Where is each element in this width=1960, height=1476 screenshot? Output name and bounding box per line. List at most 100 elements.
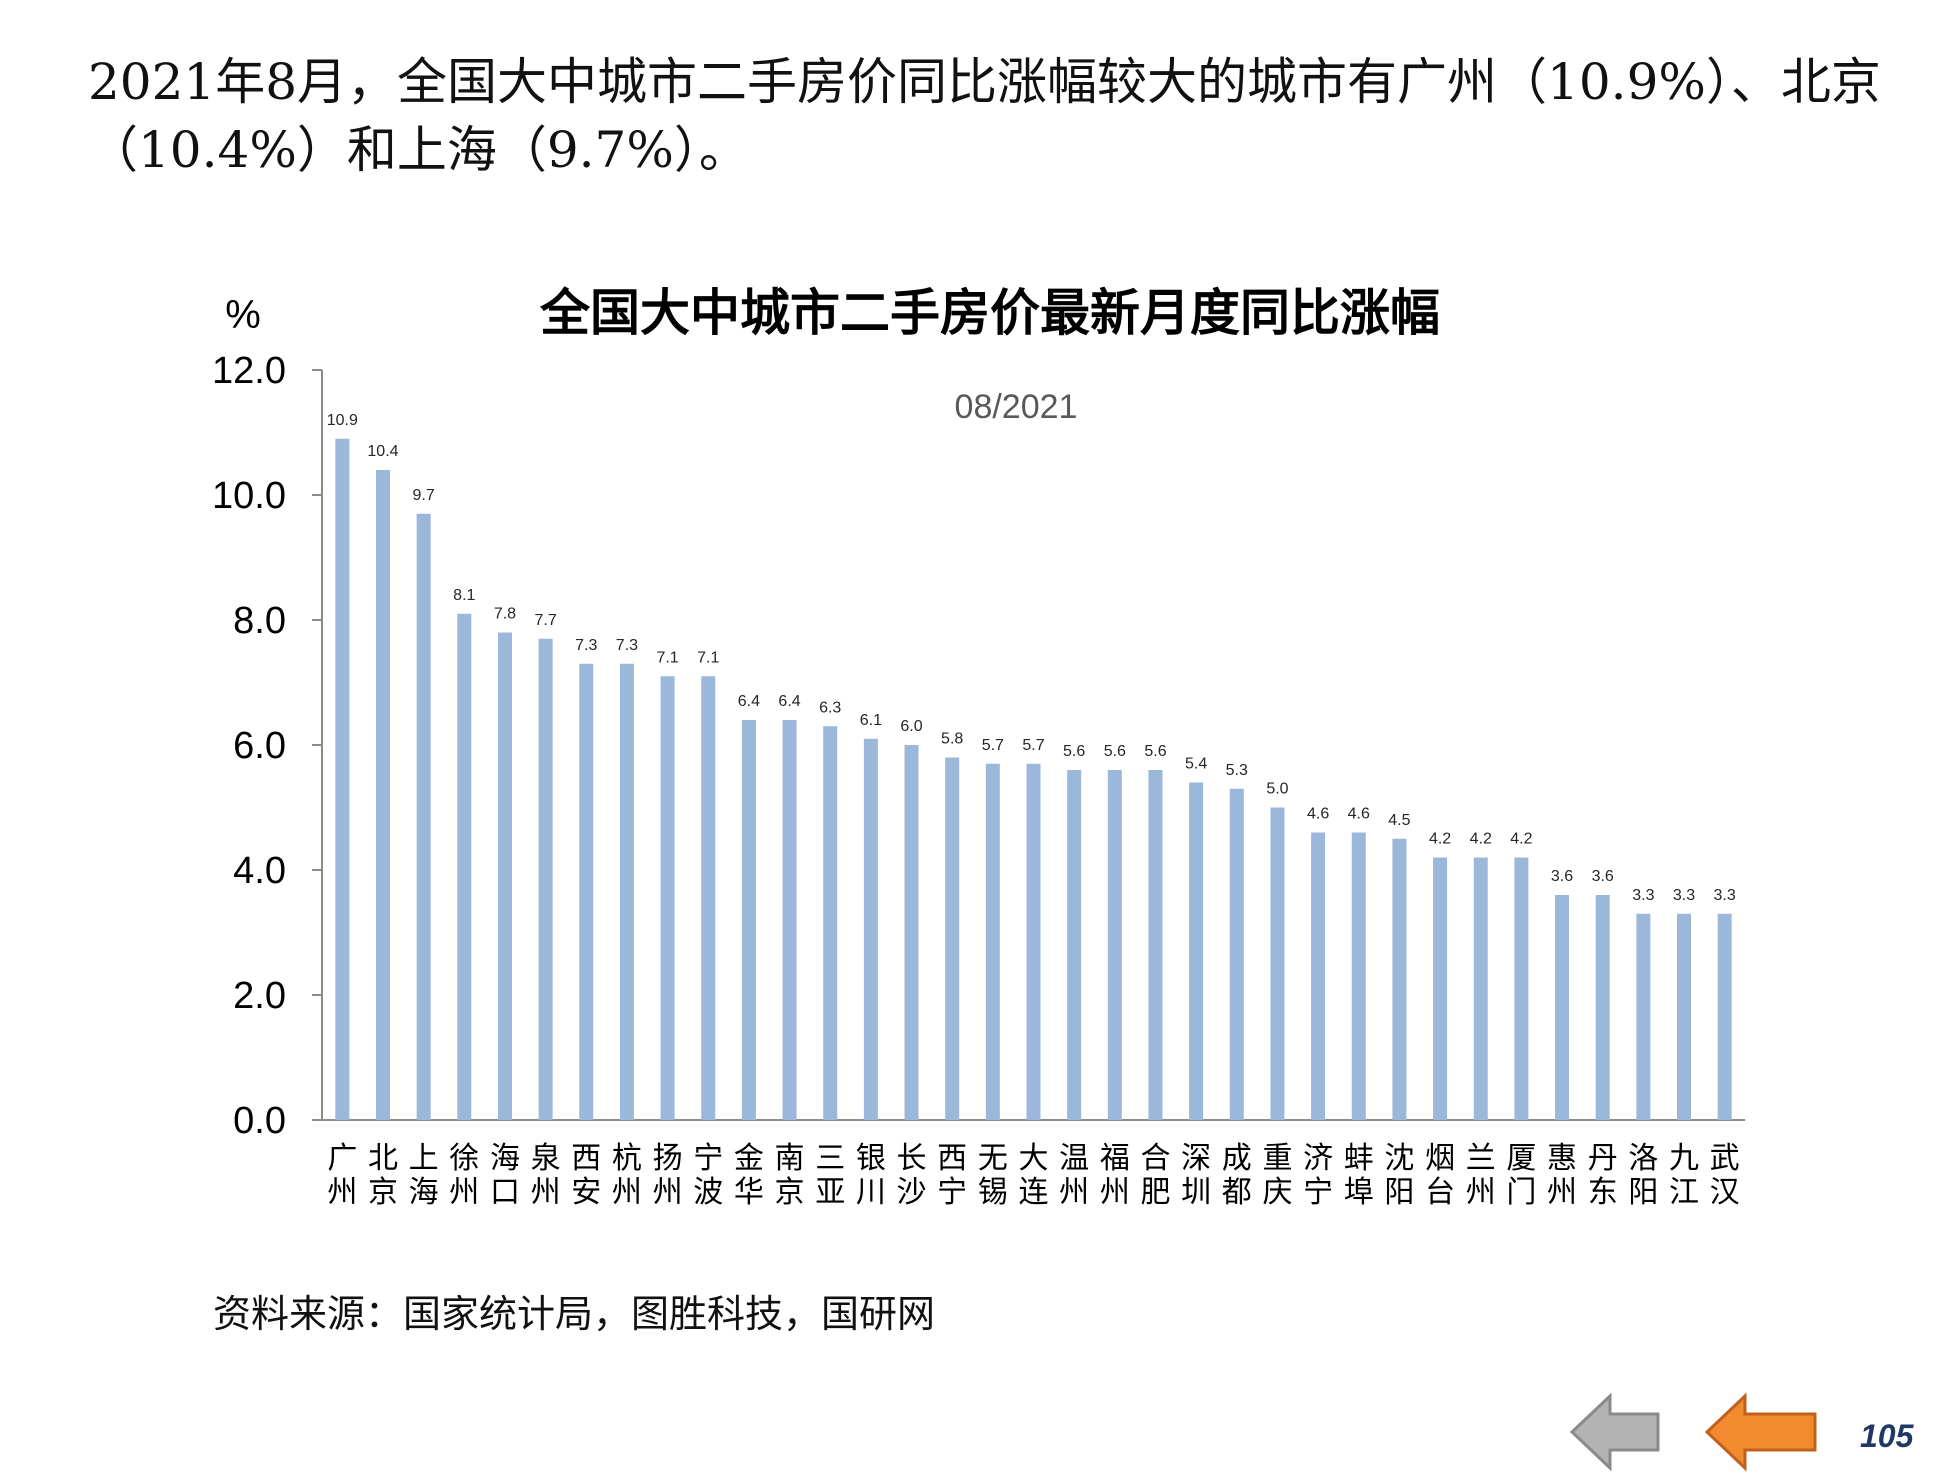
y-tick-label: 2.0 bbox=[233, 975, 286, 1017]
bar-value-label: 6.1 bbox=[860, 712, 882, 729]
category-label: 口 bbox=[490, 1175, 520, 1210]
category-label: 丹 bbox=[1588, 1141, 1618, 1176]
bar bbox=[1636, 913, 1651, 1120]
category-label: 武 bbox=[1710, 1141, 1740, 1176]
slide-heading: 2021年8月，全国大中城市二手房价同比涨幅较大的城市有广州（10.9%）、北京… bbox=[88, 53, 1881, 179]
bar-value-label: 8.1 bbox=[453, 587, 475, 604]
category-label: 州 bbox=[1059, 1175, 1089, 1210]
y-axis-unit-label: % bbox=[225, 293, 261, 337]
bar-value-label: 10.4 bbox=[367, 443, 398, 460]
bar bbox=[538, 638, 553, 1120]
category-label: 埠 bbox=[1344, 1175, 1374, 1210]
category-label: 杭 bbox=[612, 1141, 642, 1176]
bar-value-label: 4.2 bbox=[1510, 831, 1532, 848]
bar-value-label: 5.3 bbox=[1226, 762, 1248, 779]
category-label: 州 bbox=[612, 1175, 642, 1210]
bar-value-label: 3.3 bbox=[1714, 887, 1736, 904]
bar bbox=[416, 513, 431, 1120]
category-label: 徐 bbox=[449, 1141, 479, 1176]
bar-value-label: 7.7 bbox=[534, 612, 556, 629]
chart-bars: 10.9广州10.4北京9.7上海8.1徐州7.8海口7.7泉州7.3西安7.3… bbox=[327, 412, 1740, 1210]
category-label: 海 bbox=[490, 1141, 520, 1176]
category-label: 东 bbox=[1588, 1175, 1618, 1210]
y-tick-label: 6.0 bbox=[233, 725, 286, 767]
bar-value-label: 7.3 bbox=[616, 637, 638, 654]
page-number: 105 bbox=[1860, 1418, 1914, 1454]
category-label: 肥 bbox=[1140, 1175, 1170, 1210]
nav-prev-button[interactable] bbox=[1569, 1392, 1662, 1476]
bar-value-label: 3.6 bbox=[1551, 868, 1573, 885]
bar-value-label: 4.5 bbox=[1388, 812, 1410, 829]
category-label: 北 bbox=[368, 1141, 398, 1176]
nav-next-button[interactable] bbox=[1704, 1392, 1819, 1476]
bar-value-label: 6.4 bbox=[778, 693, 800, 710]
category-label: 江 bbox=[1669, 1175, 1699, 1210]
category-label: 沙 bbox=[897, 1175, 927, 1210]
category-label: 西 bbox=[937, 1141, 967, 1176]
y-tick-label: 0.0 bbox=[233, 1100, 286, 1142]
category-label: 沈 bbox=[1384, 1141, 1414, 1176]
bar-value-label: 9.7 bbox=[413, 487, 435, 504]
category-label: 济 bbox=[1303, 1141, 1333, 1176]
category-label: 华 bbox=[734, 1175, 764, 1210]
bar bbox=[1229, 788, 1244, 1120]
category-label: 南 bbox=[775, 1141, 805, 1176]
bar bbox=[1514, 857, 1529, 1120]
category-label: 州 bbox=[1100, 1175, 1130, 1210]
category-label: 安 bbox=[571, 1175, 601, 1210]
bar bbox=[701, 676, 716, 1120]
bar bbox=[1473, 857, 1488, 1120]
bar bbox=[1392, 838, 1407, 1120]
category-label: 洛 bbox=[1628, 1141, 1658, 1176]
bar-value-label: 6.0 bbox=[900, 718, 922, 735]
bar bbox=[1311, 832, 1326, 1120]
category-label: 温 bbox=[1059, 1141, 1089, 1176]
category-label: 州 bbox=[531, 1175, 561, 1210]
bar-value-label: 4.6 bbox=[1348, 806, 1370, 823]
bar bbox=[375, 470, 390, 1120]
bar bbox=[1433, 857, 1448, 1120]
bar bbox=[1555, 895, 1570, 1120]
category-label: 合 bbox=[1140, 1141, 1170, 1176]
category-label: 上 bbox=[409, 1141, 439, 1176]
category-label: 福 bbox=[1100, 1141, 1130, 1176]
bar bbox=[497, 632, 512, 1120]
bar bbox=[945, 757, 960, 1120]
bar-value-label: 7.1 bbox=[656, 649, 678, 666]
bar-value-label: 3.6 bbox=[1592, 868, 1614, 885]
category-label: 三 bbox=[815, 1141, 845, 1176]
bar-value-label: 3.3 bbox=[1673, 887, 1695, 904]
category-label: 无 bbox=[978, 1141, 1008, 1176]
category-label: 锡 bbox=[978, 1175, 1008, 1210]
bar bbox=[1026, 763, 1041, 1120]
bar-value-label: 5.6 bbox=[1104, 743, 1126, 760]
bar-value-label: 4.2 bbox=[1429, 831, 1451, 848]
category-label: 长 bbox=[897, 1141, 927, 1176]
y-tick-label: 8.0 bbox=[233, 600, 286, 642]
category-label: 圳 bbox=[1181, 1175, 1211, 1210]
bar bbox=[1148, 770, 1163, 1120]
category-label: 成 bbox=[1222, 1141, 1252, 1176]
bar-value-label: 7.8 bbox=[494, 606, 516, 623]
category-label: 州 bbox=[1547, 1175, 1577, 1210]
category-label: 连 bbox=[1019, 1175, 1049, 1210]
bar bbox=[619, 663, 634, 1120]
bar-value-label: 10.9 bbox=[327, 412, 358, 429]
category-label: 深 bbox=[1181, 1141, 1211, 1176]
category-label: 庆 bbox=[1262, 1175, 1292, 1210]
category-label: 宁 bbox=[1303, 1175, 1333, 1210]
bar bbox=[741, 720, 756, 1120]
category-label: 金 bbox=[734, 1141, 764, 1176]
y-tick-label: 10.0 bbox=[212, 475, 286, 517]
bar bbox=[985, 763, 1000, 1120]
category-label: 州 bbox=[327, 1175, 357, 1210]
bar-value-label: 5.4 bbox=[1185, 756, 1207, 773]
source-note: 资料来源：国家统计局，图胜科技，国研网 bbox=[213, 1292, 936, 1336]
bar-value-label: 7.1 bbox=[697, 649, 719, 666]
category-label: 川 bbox=[856, 1175, 886, 1210]
chart-subtitle: 08/2021 bbox=[955, 388, 1078, 426]
bar bbox=[457, 613, 472, 1120]
bar-value-label: 5.6 bbox=[1063, 743, 1085, 760]
bar bbox=[660, 676, 675, 1120]
category-label: 泉 bbox=[531, 1141, 561, 1176]
